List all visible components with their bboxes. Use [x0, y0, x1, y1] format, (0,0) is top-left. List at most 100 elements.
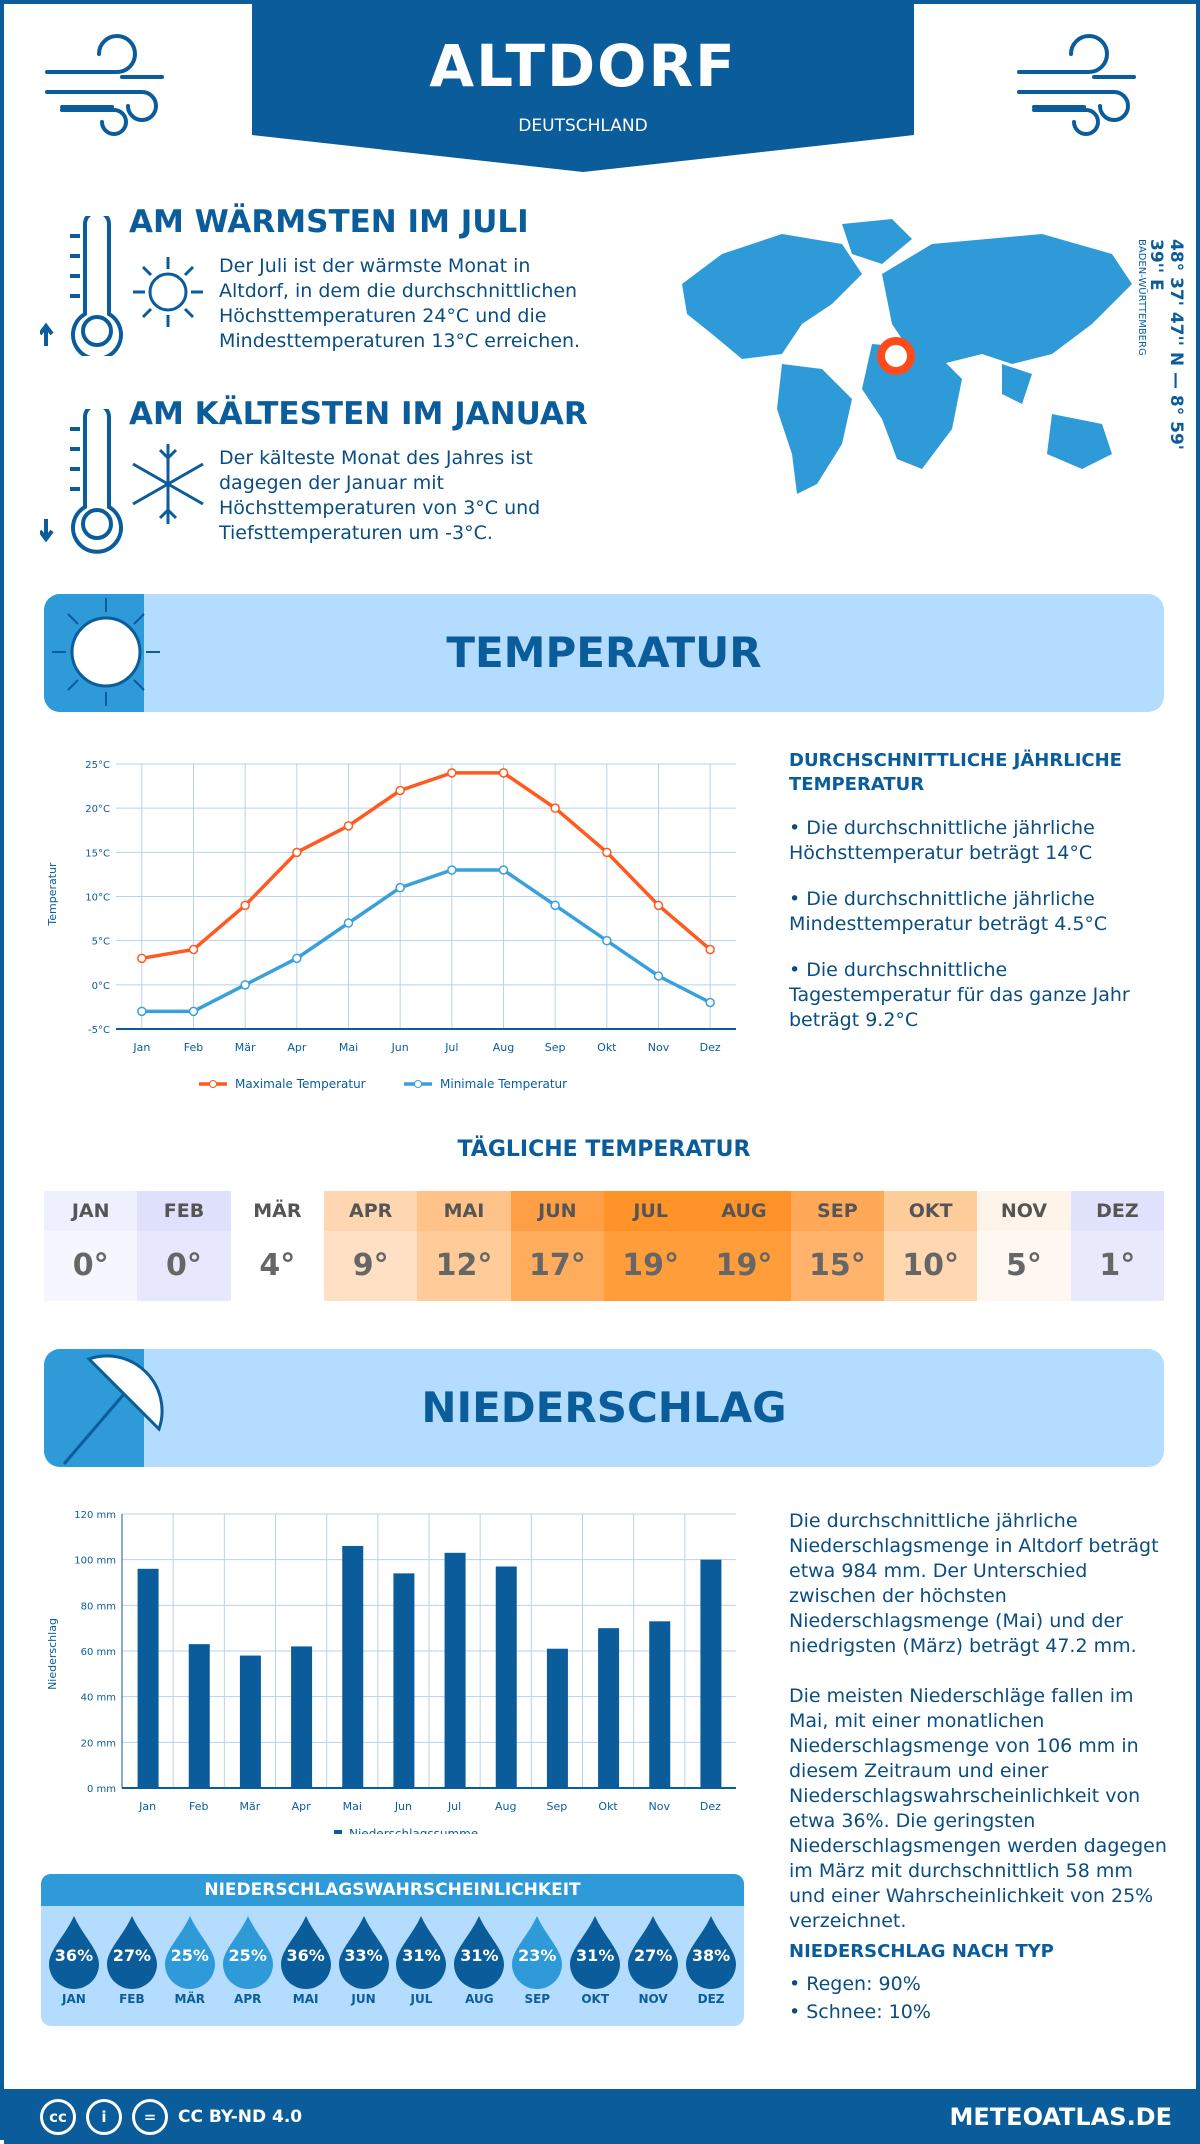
data-point	[705, 944, 715, 955]
daily-month: MAI	[417, 1191, 511, 1231]
probability-month: OKT	[581, 1992, 610, 2006]
precipitation-banner: NIEDERSCHLAG	[44, 1349, 1164, 1467]
y-tick-label: 10°C	[85, 893, 110, 904]
probability-value: 31%	[460, 1946, 499, 1965]
probability-month: DEZ	[697, 1992, 725, 2006]
precipitation-heading: NIEDERSCHLAG	[421, 1383, 787, 1432]
data-point	[240, 980, 250, 990]
probability-item: 31% JUL	[393, 1914, 451, 2006]
bar	[188, 1644, 210, 1788]
bar	[137, 1568, 159, 1788]
x-tick-label: Mär	[240, 1800, 261, 1813]
x-tick-label: Sep	[545, 1041, 566, 1054]
precipitation-type-snow: • Schnee: 10%	[789, 2001, 931, 2023]
daily-value: 12°	[417, 1231, 511, 1301]
x-tick-label: Jul	[447, 1800, 461, 1813]
daily-month: JAN	[44, 1191, 138, 1231]
raindrop-icon	[222, 1916, 273, 1989]
x-tick-label: Mär	[235, 1041, 256, 1054]
daily-month: OKT	[884, 1191, 978, 1231]
data-point	[343, 918, 354, 928]
bar	[444, 1552, 466, 1788]
x-tick-label: Jul	[444, 1041, 458, 1054]
daily-cell: DEZ 1°	[1070, 1191, 1164, 1301]
probability-value: 25%	[228, 1946, 267, 1965]
daily-month: AUG	[697, 1191, 791, 1231]
probability-value: 36%	[286, 1946, 325, 1965]
warmest-text: Der Juli ist der wärmste Monat in Altdor…	[219, 255, 581, 352]
raindrop-icon	[686, 1916, 737, 1989]
y-tick-label: -5°C	[88, 1025, 110, 1036]
raindrop-icon	[48, 1916, 99, 1989]
x-tick-label: Feb	[184, 1041, 203, 1054]
y-tick-label: 120 mm	[74, 1510, 116, 1521]
probability-month: MÄR	[174, 1992, 206, 2006]
daily-value: 10°	[884, 1231, 978, 1301]
daily-value: 1°	[1070, 1231, 1164, 1301]
header-band	[252, 4, 914, 172]
series-line	[141, 868, 711, 1014]
daily-cell: JAN 0°	[44, 1191, 138, 1301]
probability-value: 27%	[633, 1946, 673, 1965]
x-tick-label: Dez	[700, 1041, 721, 1054]
wind-icon	[45, 34, 164, 136]
x-tick-label: Apr	[292, 1800, 312, 1813]
data-point	[137, 1006, 147, 1017]
daily-value: 17°	[510, 1231, 604, 1301]
data-point	[395, 882, 405, 893]
probability-month: JAN	[62, 1992, 86, 2006]
y-axis-label: Temperatur	[46, 862, 59, 927]
y-tick-label: 25°C	[85, 760, 110, 771]
snowflake-icon	[132, 444, 204, 524]
precipitation-probability-panel: NIEDERSCHLAGSWAHRSCHEINLICHKEIT 36% JAN 27…	[41, 1874, 744, 2026]
probability-value: 25%	[170, 1946, 209, 1965]
probability-month: JUL	[410, 1992, 433, 2006]
daily-value: 9°	[324, 1231, 418, 1301]
legend-label: Minimale Temperatur	[440, 1077, 567, 1091]
daily-cell: OKT 10°	[884, 1191, 978, 1301]
site-link[interactable]: METEOATLAS.DE	[949, 2103, 1172, 2131]
temperature-heading: TEMPERATUR	[446, 628, 762, 677]
probability-month: FEB	[119, 1992, 145, 2006]
bar	[546, 1648, 568, 1788]
raindrop-icon	[512, 1916, 563, 1989]
daily-value: 19°	[697, 1231, 791, 1301]
raindrop-icon	[164, 1916, 215, 1989]
probability-item: 36% MAI	[277, 1914, 335, 2006]
bar	[598, 1628, 620, 1788]
footer: cc i = CC BY-ND 4.0 METEOATLAS.DE	[4, 2089, 1200, 2144]
x-tick-label: Mai	[343, 1800, 362, 1813]
x-tick-label: Apr	[287, 1041, 307, 1054]
x-tick-label: Okt	[598, 1800, 618, 1813]
daily-value: 19°	[604, 1231, 698, 1301]
probability-value: 36%	[54, 1946, 94, 1965]
y-tick-label: 20 mm	[81, 1738, 116, 1749]
x-tick-label: Nov	[648, 1041, 670, 1054]
x-tick-label: Aug	[495, 1800, 516, 1813]
daily-month: JUN	[510, 1191, 604, 1231]
daily-month: DEZ	[1070, 1191, 1164, 1231]
wind-icon	[1017, 34, 1136, 136]
license-link[interactable]: CC BY-ND 4.0	[178, 2107, 303, 2127]
probability-item: 27% FEB	[103, 1914, 161, 2006]
legend-label: Maximale Temperatur	[235, 1077, 366, 1091]
y-tick-label: 60 mm	[81, 1647, 116, 1658]
legend-label: Niederschlagssumme	[349, 1827, 478, 1834]
probability-item: 36% JAN	[45, 1914, 103, 2006]
data-point	[705, 997, 715, 1008]
thermometer-cold-icon	[40, 409, 123, 554]
daily-cell: APR 9°	[324, 1191, 418, 1301]
data-point	[550, 803, 560, 813]
page-subtitle: DEUTSCHLAND	[518, 116, 648, 136]
x-tick-label: Jan	[132, 1041, 150, 1054]
data-point	[498, 768, 509, 778]
probability-month: SEP	[524, 1992, 551, 2006]
raindrop-icon	[396, 1916, 447, 1989]
probability-month: AUG	[465, 1992, 494, 2006]
temperature-chart: -5°C 0°C 5°C 10°C 15°C 20°C 25°C Jan Feb Mär Apr Ma…	[46, 760, 736, 1091]
probability-item: 23% SEP	[508, 1914, 566, 2006]
bar	[239, 1655, 261, 1788]
temperature-bullet: • Die durchschnittliche jährliche Höchst…	[789, 817, 1095, 864]
bar	[700, 1559, 722, 1788]
precipitation-text: Die durchschnittliche jährliche Niedersc…	[789, 1510, 1159, 1657]
